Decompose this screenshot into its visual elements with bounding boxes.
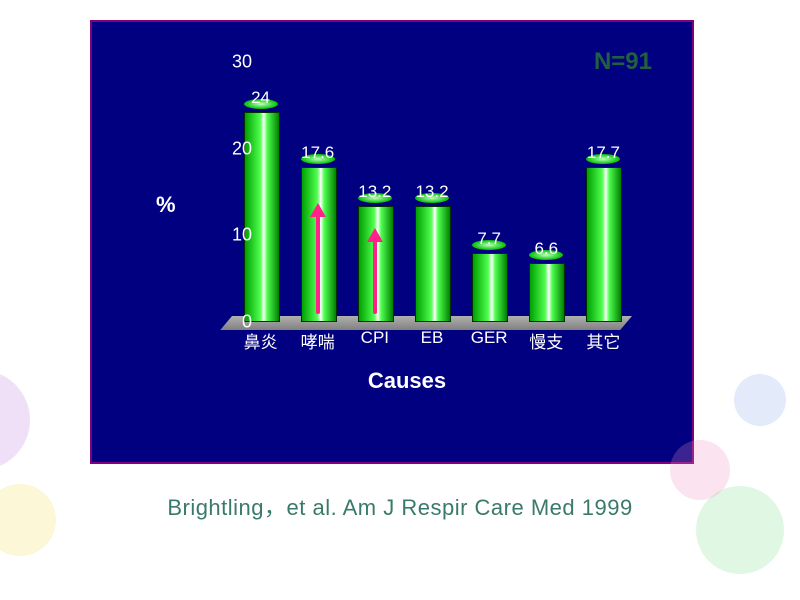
y-tick: 10	[192, 225, 252, 246]
bar-value-label: 17.6	[278, 143, 358, 163]
decorative-circle	[696, 486, 784, 574]
y-tick: 20	[192, 138, 252, 159]
x-axis-label: Causes	[152, 368, 662, 394]
decorative-circle	[734, 374, 786, 426]
bar-value-label: 24	[221, 88, 301, 108]
bar-value-label: 17.7	[563, 143, 643, 163]
up-arrow-head-icon	[310, 203, 326, 217]
chart-frame: N=91 % 24鼻炎17.6哮喘13.2CPI13.2EB7.7GER6.6慢…	[90, 20, 694, 464]
plot-area: 24鼻炎17.6哮喘13.2CPI13.2EB7.7GER6.6慢支17.7其它	[232, 62, 632, 322]
bar: 6.6	[529, 265, 563, 322]
x-category-label: 慢支	[516, 328, 576, 353]
bar: 17.7	[586, 169, 620, 322]
x-category-label: GER	[459, 328, 519, 348]
bar-value-label: 13.2	[392, 182, 472, 202]
chart-inner: % 24鼻炎17.6哮喘13.2CPI13.2EB7.7GER6.6慢支17.7…	[152, 42, 662, 402]
up-arrow-icon	[373, 240, 377, 314]
x-category-label: EB	[402, 328, 462, 348]
bar-front	[529, 263, 565, 322]
citation-text: Brightling，et al. Am J Respir Care Med 1…	[0, 490, 800, 522]
bar-front	[586, 167, 622, 322]
decorative-circle	[0, 370, 30, 470]
bar-front	[415, 206, 451, 322]
decorative-circle	[670, 440, 730, 500]
bar-front	[472, 253, 508, 322]
bar: 13.2	[415, 208, 449, 322]
x-category-label: 哮喘	[288, 328, 348, 353]
y-tick: 0	[192, 312, 252, 333]
up-arrow-head-icon	[367, 228, 383, 242]
y-tick: 30	[192, 52, 252, 73]
slide: N=91 % 24鼻炎17.6哮喘13.2CPI13.2EB7.7GER6.6慢…	[0, 0, 800, 600]
bar-value-label: 6.6	[506, 239, 586, 259]
up-arrow-icon	[316, 215, 320, 314]
bar: 7.7	[472, 255, 506, 322]
x-category-label: 其它	[573, 328, 633, 353]
x-category-label: CPI	[345, 328, 405, 348]
y-axis-label: %	[156, 192, 176, 218]
